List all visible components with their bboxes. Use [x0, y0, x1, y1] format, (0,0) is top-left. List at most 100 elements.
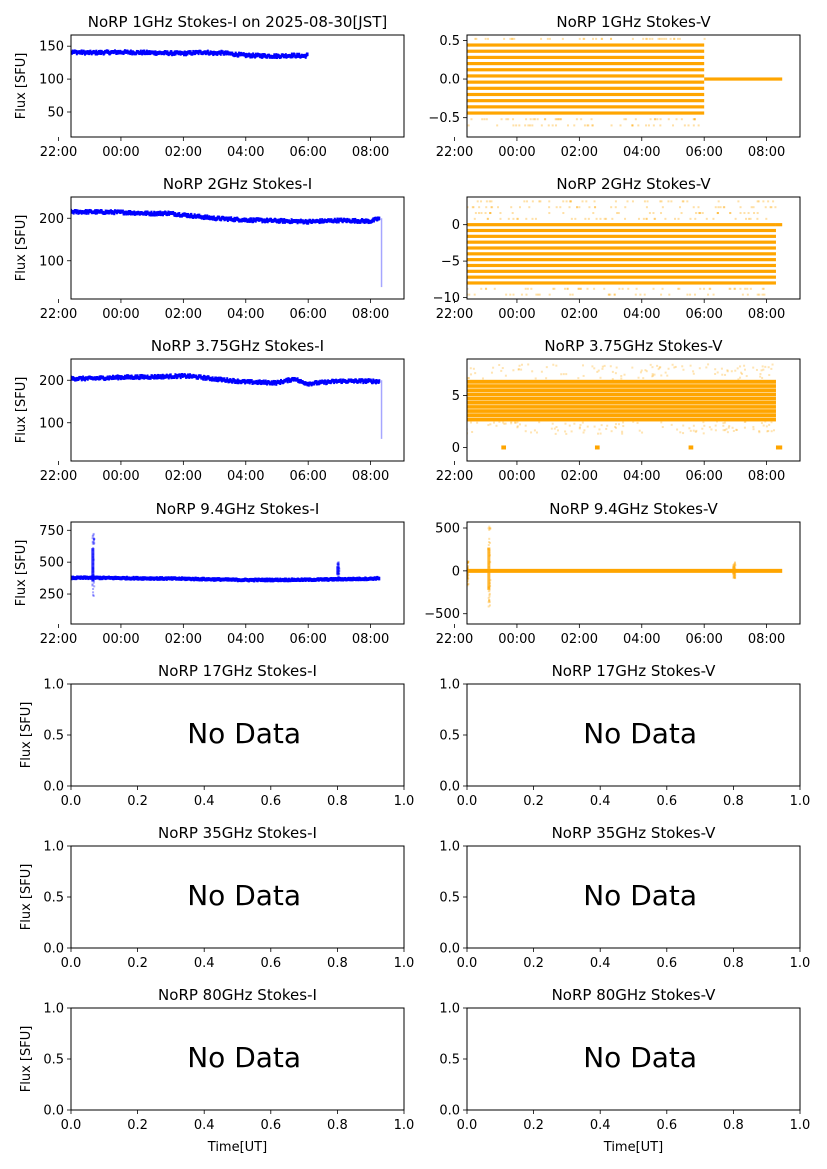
sparse-point: [761, 376, 764, 379]
sparse-point: [617, 212, 620, 215]
data-point: [254, 54, 257, 59]
data-point: [30, 264, 32, 268]
subplot-title: NoRP 9.4GHz Stokes-I: [156, 500, 320, 518]
sparse-point: [426, 218, 428, 220]
data-point: [279, 381, 282, 386]
data-point: [33, 576, 35, 580]
axes-frame: [70, 358, 405, 462]
sparse-point: [511, 37, 514, 40]
sparse-point: [702, 432, 705, 435]
sparse-point: [725, 428, 728, 431]
sparse-point: [756, 217, 759, 220]
flare-point: [733, 576, 736, 579]
level-band: [467, 240, 776, 244]
sparse-point: [440, 206, 442, 208]
sparse-point: [746, 287, 749, 290]
x-tick-label: 0.8: [327, 794, 348, 809]
sparse-point: [595, 37, 598, 40]
data-point: [67, 376, 69, 380]
sparse-point: [601, 367, 604, 370]
y-tick-label: 0: [452, 441, 460, 456]
y-tick-label: 750: [39, 524, 64, 539]
sparse-point: [570, 430, 573, 433]
x-tick-label: 00:00: [498, 632, 535, 647]
sparse-point: [445, 424, 447, 426]
flare-point: [337, 564, 340, 567]
x-tick-label: 0.6: [656, 956, 677, 971]
sparse-point: [692, 118, 695, 121]
x-tick-label: 22:00: [436, 307, 473, 322]
x-tick-label: 0.6: [260, 794, 281, 809]
ramp-point: [427, 443, 429, 445]
sparse-point: [453, 206, 455, 208]
sparse-point: [705, 217, 708, 220]
sparse-point: [509, 293, 512, 296]
sparse-point: [761, 287, 764, 290]
sparse-point: [467, 377, 470, 380]
sparse-point: [660, 212, 663, 215]
flare-point: [92, 539, 95, 542]
plot-area: [29, 49, 309, 93]
x-tick-label: 08:00: [748, 145, 785, 160]
data-point: [35, 83, 37, 87]
data-point: [203, 375, 206, 379]
sparse-point: [749, 217, 752, 220]
sparse-point: [631, 124, 634, 127]
y-tick-label: 100: [39, 416, 64, 431]
sparse-point: [743, 368, 746, 371]
data-point: [69, 210, 71, 214]
data-point: [37, 239, 39, 243]
sparse-point: [583, 429, 586, 432]
sparse-point: [698, 367, 701, 370]
sparse-point: [710, 428, 713, 431]
sparse-point: [465, 366, 467, 368]
flare-point: [467, 566, 469, 569]
sparse-point: [717, 206, 720, 209]
data-point: [67, 576, 69, 580]
sparse-point: [728, 425, 731, 428]
sparse-point: [533, 429, 536, 432]
data-point: [60, 576, 62, 580]
axes-frame: [466, 1007, 801, 1111]
level-band: [467, 55, 705, 60]
data-point: [42, 576, 44, 580]
data-point: [29, 89, 31, 93]
sparse-point: [726, 370, 729, 373]
sparse-point: [513, 37, 516, 40]
sparse-point: [676, 428, 679, 431]
sparse-point: [444, 212, 446, 214]
flare-point: [734, 574, 737, 577]
y-tick-label: 500: [435, 522, 460, 537]
data-point: [30, 576, 32, 580]
sparse-point: [427, 424, 429, 426]
data-point: [67, 209, 69, 213]
y-tick-label: 0.5: [43, 891, 64, 906]
x-tick-label: 1.0: [394, 794, 415, 809]
subplot-title: NoRP 35GHz Stokes-V: [552, 824, 717, 842]
flare-point: [93, 542, 96, 545]
data-point: [252, 219, 255, 224]
sparse-point: [603, 287, 606, 290]
data-point: [206, 49, 209, 54]
sparse-point: [510, 206, 513, 209]
level-band: [467, 92, 705, 97]
data-point: [51, 576, 53, 580]
sparse-point: [498, 363, 501, 366]
sparse-point: [717, 200, 720, 203]
sparse-point: [568, 200, 571, 203]
sparse-point: [467, 293, 469, 296]
data-point: [286, 379, 289, 384]
sparse-point: [670, 423, 673, 426]
sparse-point: [425, 118, 427, 120]
x-tick-label: 08:00: [352, 145, 389, 160]
flare-point: [92, 534, 95, 537]
sparse-point: [739, 287, 742, 290]
sparse-point: [472, 206, 475, 209]
sparse-point: [660, 200, 663, 203]
data-point: [54, 576, 56, 580]
sparse-point: [645, 217, 648, 220]
sparse-point: [759, 375, 762, 378]
y-tick-label: 1.0: [43, 678, 64, 693]
flare-point: [488, 604, 491, 607]
y-tick-label: −0.5: [428, 111, 460, 126]
